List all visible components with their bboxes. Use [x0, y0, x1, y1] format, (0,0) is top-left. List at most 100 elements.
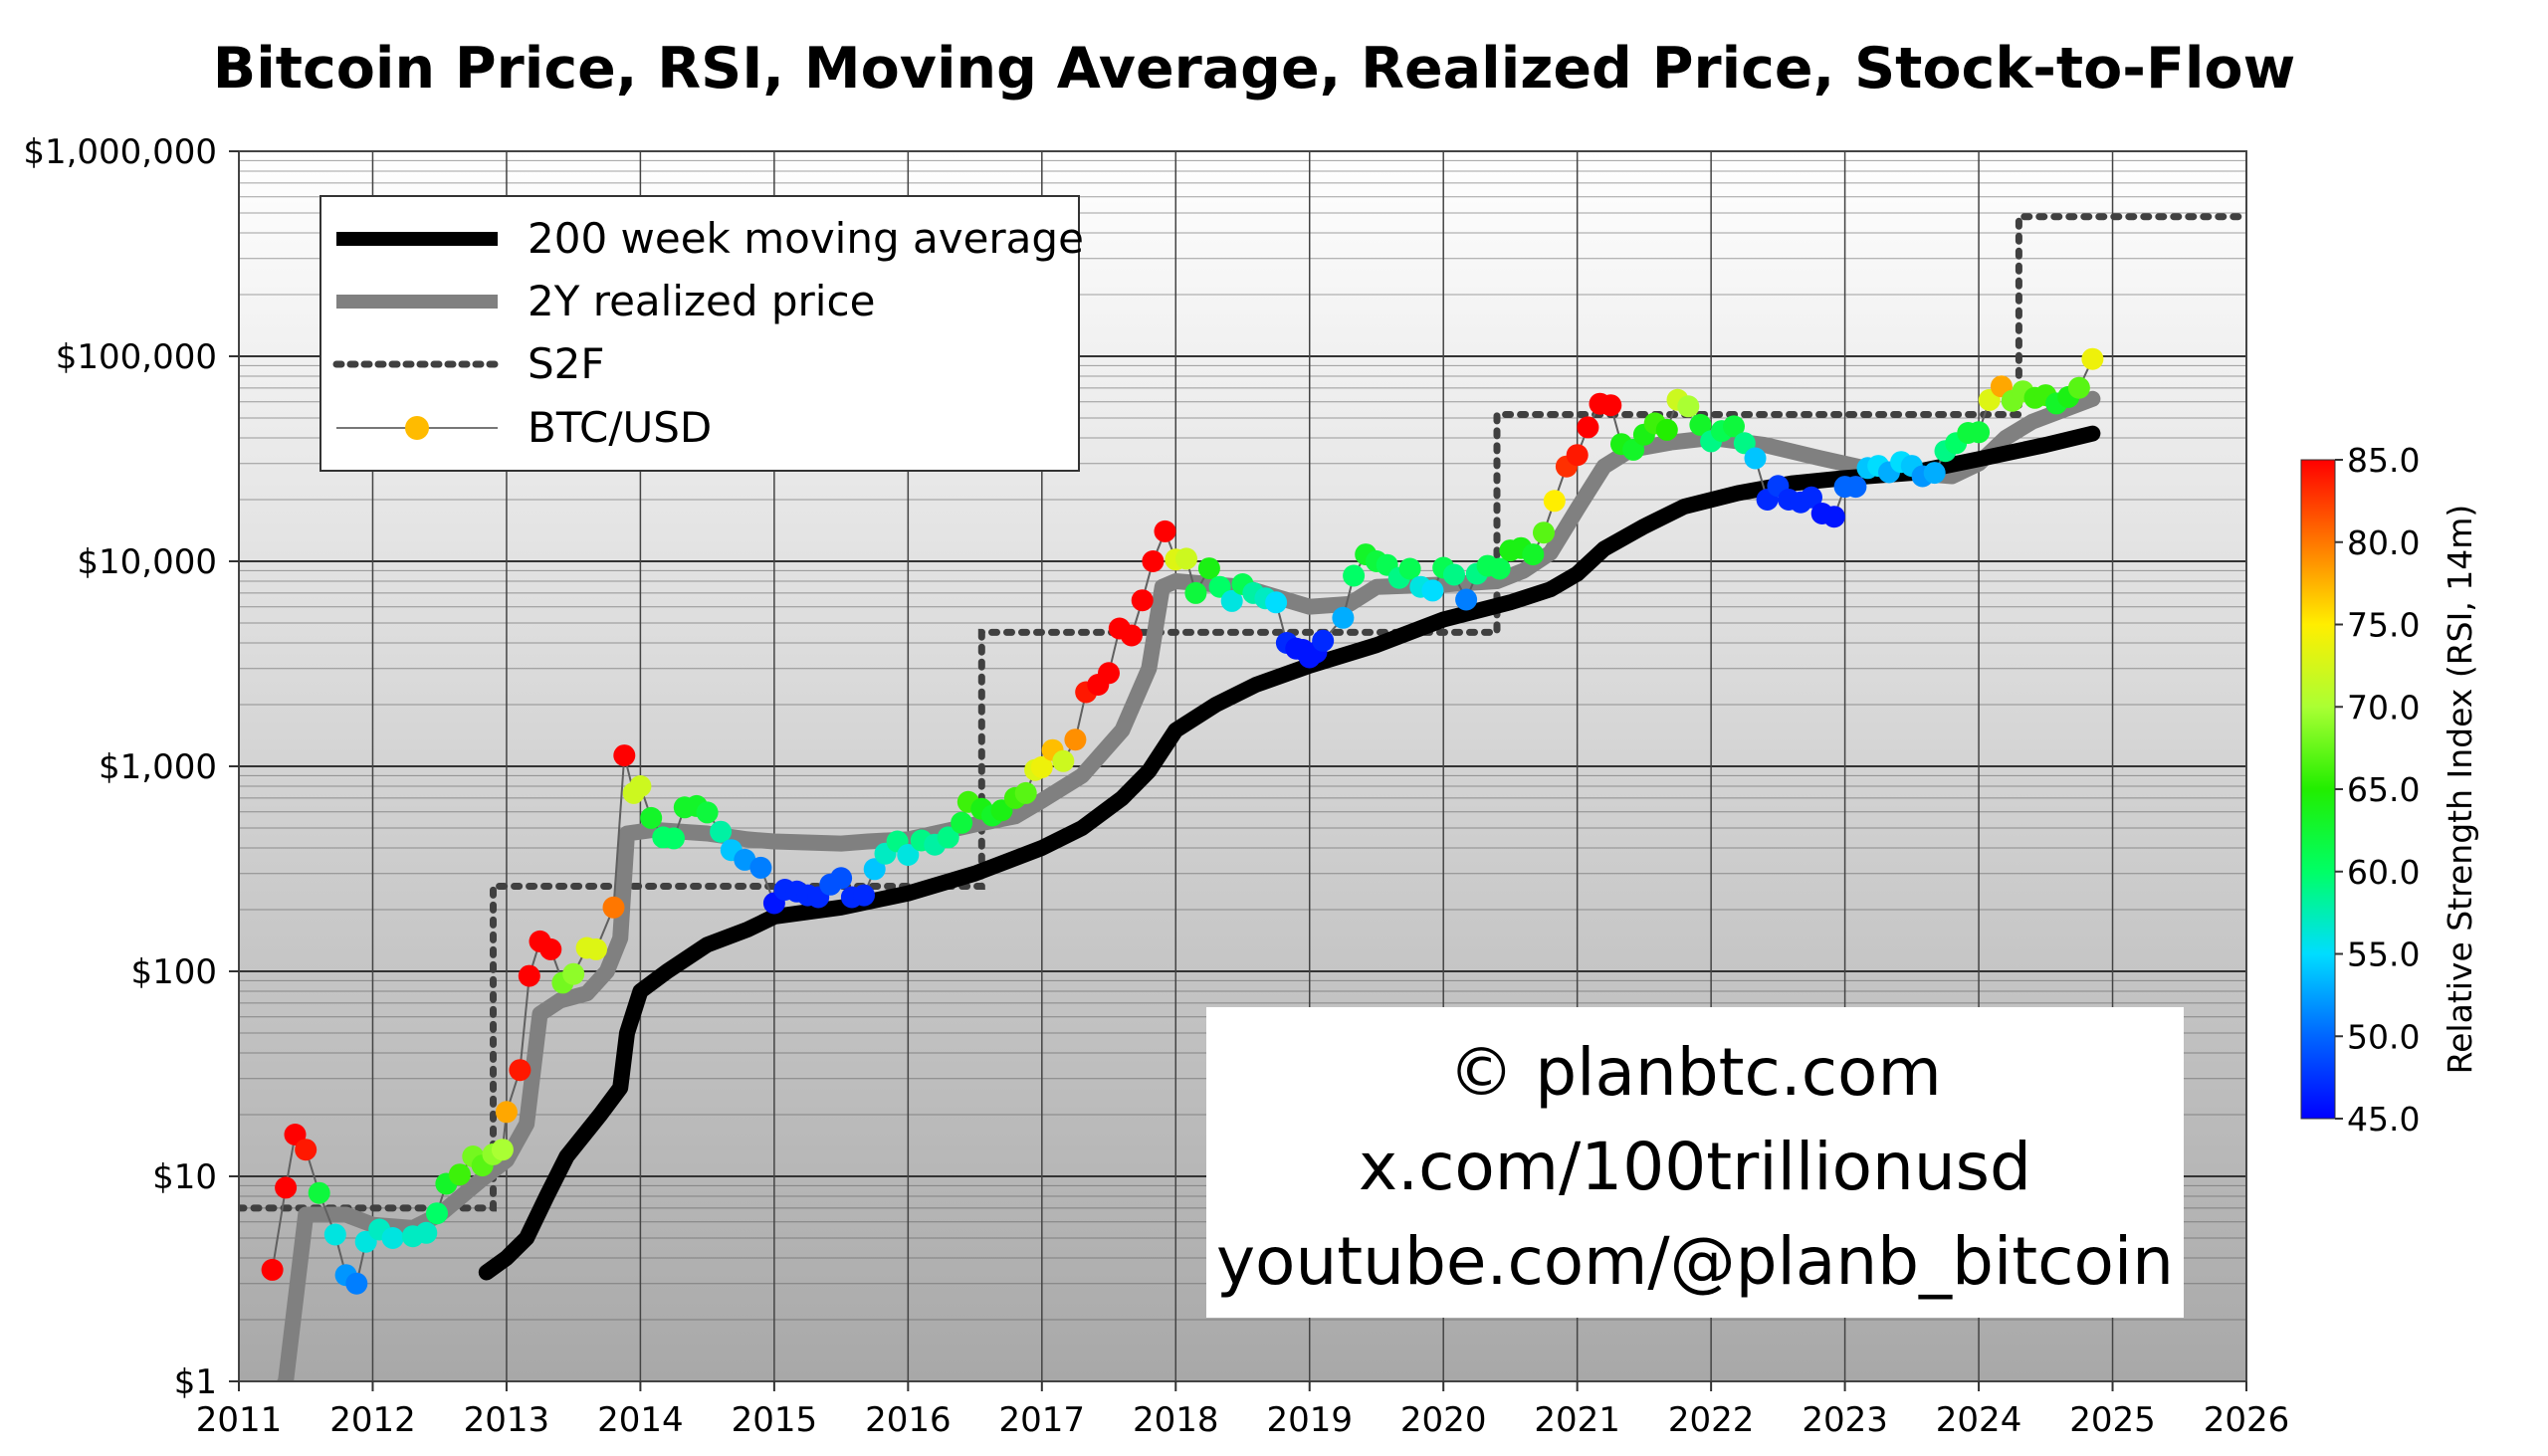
btc-price-point	[853, 884, 875, 907]
s2f-line	[239, 213, 2246, 1212]
btc-price-point	[696, 801, 719, 824]
btc-price-point	[1533, 521, 1555, 544]
btc-price-point	[1443, 563, 1465, 586]
colorbar-tick-label: 65.0	[2347, 770, 2420, 809]
btc-price-point	[1184, 581, 1207, 604]
btc-price-point	[1455, 588, 1478, 611]
btc-price-point	[1343, 564, 1366, 587]
btc-price-point	[1566, 444, 1589, 467]
colorbar: 45.0 50.0 55.0 60.0 65.0 70.0 75.0 80.0 85.0 Rel…	[2300, 441, 2479, 1139]
x-tick-label: 2013	[464, 1400, 550, 1440]
btc-price-point	[1398, 557, 1421, 580]
btc-price-point	[1488, 557, 1511, 580]
x-tick-label: 2019	[1266, 1400, 1353, 1440]
btc-price-point	[1744, 447, 1767, 470]
y-axis: $1 $10 $100 $1,000 $10,000 $100,000 $1,000,000	[23, 132, 239, 1402]
btc-price-point	[951, 811, 973, 834]
btc-price-point	[937, 826, 959, 849]
btc-price-point	[1421, 579, 1444, 602]
x-tick-label: 2020	[1400, 1400, 1487, 1440]
btc-price-point	[261, 1258, 284, 1281]
btc-price-point	[275, 1176, 298, 1199]
colorbar-tick-label: 80.0	[2347, 523, 2420, 562]
y-tick-label: $10,000	[77, 542, 217, 582]
btc-price-point	[1968, 421, 1991, 444]
moving-average-line	[478, 425, 2101, 1281]
btc-price-point	[1622, 438, 1645, 461]
btc-price-point	[897, 844, 920, 866]
btc-price-point	[1175, 547, 1197, 570]
watermark: © planbtc.com x.com/100trillionusd youtu…	[1206, 1007, 2184, 1318]
realized-price-line	[276, 390, 2101, 1381]
btc-price-point	[1120, 624, 1143, 647]
btc-price-point	[1923, 462, 1946, 485]
btc-price-point	[1332, 606, 1355, 629]
x-tick-label: 2017	[999, 1400, 1086, 1440]
legend: 200 week moving average 2Y realized pric…	[319, 195, 1084, 472]
colorbar-gradient	[2300, 459, 2336, 1120]
btc-price-point	[1197, 557, 1220, 580]
y-tick-label: $1,000,000	[23, 132, 217, 172]
btc-price-point	[1312, 629, 1335, 652]
legend-label-ma: 200 week moving average	[528, 214, 1084, 263]
btc-price-point	[663, 827, 685, 850]
legend-swatch-btc-dot	[405, 416, 429, 440]
btc-price-point	[1098, 662, 1120, 685]
btc-price-point	[415, 1221, 438, 1244]
btc-price-point	[2067, 376, 2090, 399]
colorbar-ticks: 45.0 50.0 55.0 60.0 65.0 70.0 75.0 80.0 85.0	[2335, 441, 2420, 1139]
btc-price-point	[830, 867, 853, 890]
btc-price-point	[1265, 591, 1288, 614]
colorbar-tick-label: 60.0	[2347, 853, 2420, 892]
x-tick-label: 2012	[329, 1400, 416, 1440]
y-tick-label: $100	[130, 952, 217, 992]
btc-price-point	[539, 937, 562, 960]
btc-price-point	[749, 856, 772, 879]
btc-price-point	[1733, 432, 1756, 455]
watermark-line-3: youtube.com/@planb_bitcoin	[1216, 1223, 2174, 1300]
y-tick-label: $1	[174, 1362, 217, 1402]
colorbar-tick-label: 75.0	[2347, 606, 2420, 645]
colorbar-tick-label: 70.0	[2347, 688, 2420, 727]
x-tick-label: 2016	[865, 1400, 952, 1440]
colorbar-tick-label: 55.0	[2347, 936, 2420, 974]
x-tick-label: 2021	[1534, 1400, 1620, 1440]
btc-price-point	[1064, 728, 1087, 751]
btc-price-point	[585, 937, 607, 960]
btc-price-point	[323, 1223, 346, 1246]
btc-price-point	[1844, 476, 1867, 499]
x-tick-label: 2022	[1668, 1400, 1755, 1440]
btc-price-point	[1154, 520, 1176, 542]
btc-price-point	[1052, 749, 1075, 772]
btc-price-point	[295, 1139, 318, 1161]
btc-price-point	[1014, 781, 1037, 804]
btc-price-point	[448, 1163, 471, 1186]
btc-price-point	[1577, 416, 1599, 439]
y-tick-label: $1,000	[99, 747, 217, 787]
btc-price-point	[426, 1202, 448, 1225]
btc-price-point	[491, 1139, 514, 1161]
btc-price-point	[381, 1227, 404, 1249]
btc-price-point	[640, 806, 663, 829]
x-tick-label: 2011	[196, 1400, 283, 1440]
btc-price-point	[1543, 490, 1566, 513]
watermark-line-2: x.com/100trillionusd	[1359, 1129, 2031, 1205]
btc-price-point	[710, 820, 733, 843]
colorbar-tick-label: 45.0	[2347, 1100, 2420, 1139]
btc-price-point	[1822, 506, 1845, 528]
btc-price-point	[1723, 415, 1745, 438]
x-tick-label: 2018	[1133, 1400, 1219, 1440]
x-tick-label: 2024	[1936, 1400, 2022, 1440]
btc-price-point	[562, 962, 585, 985]
btc-price-point	[613, 744, 636, 767]
x-axis: 2011 2012 2013 2014 2015 2016 2017 2018 2019 2020…	[196, 1381, 2289, 1440]
btc-price-point	[509, 1059, 531, 1082]
btc-price-point	[1030, 755, 1053, 778]
btc-price-point	[1220, 589, 1243, 612]
btc-price-point	[284, 1124, 307, 1145]
btc-price-point	[308, 1181, 330, 1204]
watermark-box	[1206, 1007, 2184, 1318]
y-tick-label: $100,000	[56, 337, 217, 377]
btc-price-point	[602, 896, 625, 919]
